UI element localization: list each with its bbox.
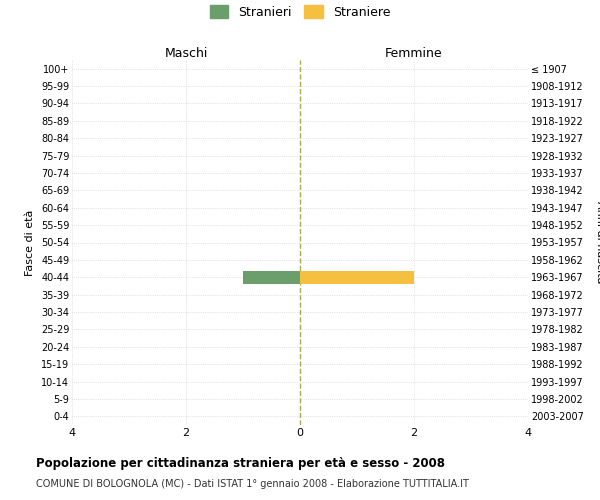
Y-axis label: Fasce di età: Fasce di età <box>25 210 35 276</box>
Text: Femmine: Femmine <box>385 47 443 60</box>
Bar <box>300 270 414 284</box>
Text: Popolazione per cittadinanza straniera per età e sesso - 2008: Popolazione per cittadinanza straniera p… <box>36 458 445 470</box>
Bar <box>243 270 300 284</box>
Legend: Stranieri, Straniere: Stranieri, Straniere <box>205 0 395 24</box>
Text: COMUNE DI BOLOGNOLA (MC) - Dati ISTAT 1° gennaio 2008 - Elaborazione TUTTITALIA.: COMUNE DI BOLOGNOLA (MC) - Dati ISTAT 1°… <box>36 479 469 489</box>
Y-axis label: Anni di nascita: Anni di nascita <box>595 201 600 284</box>
Text: Maschi: Maschi <box>164 47 208 60</box>
